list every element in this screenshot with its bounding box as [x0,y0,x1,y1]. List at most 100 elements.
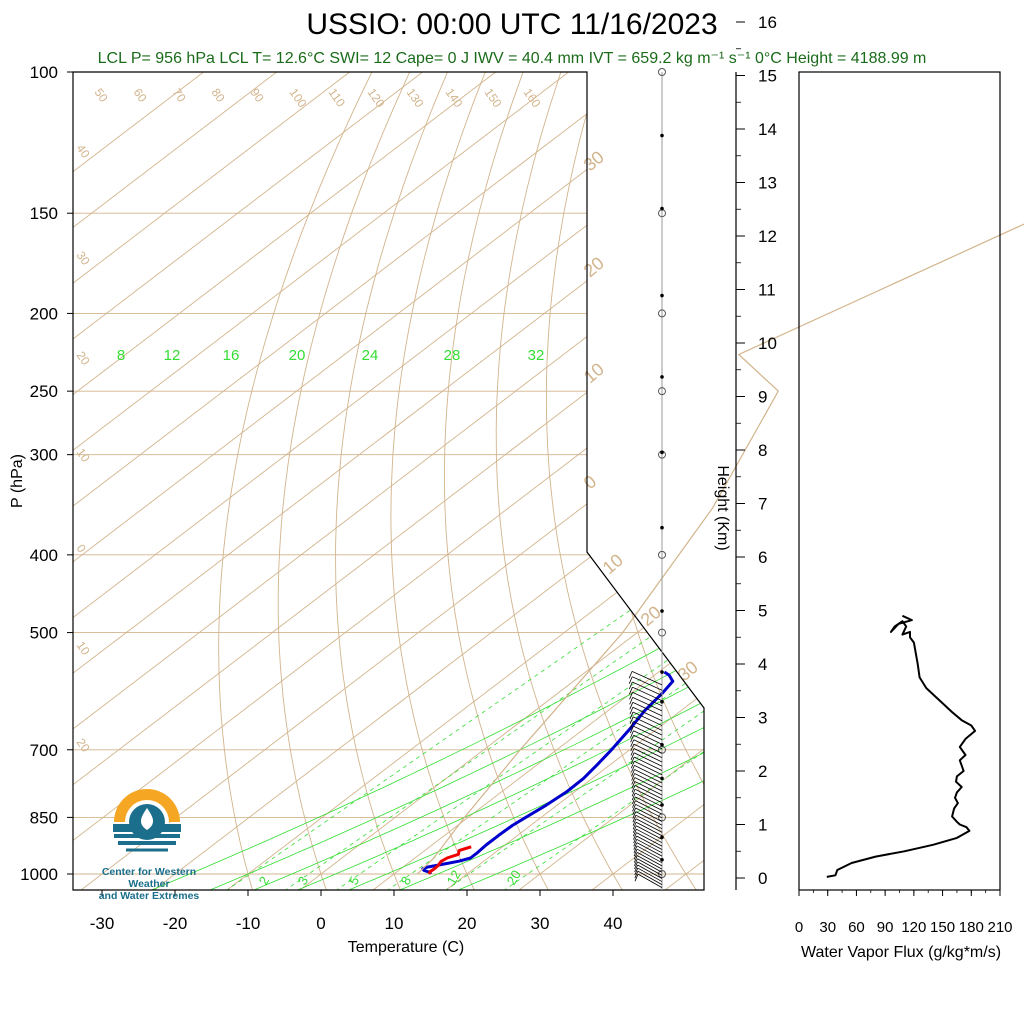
wind-barb-flag [630,739,635,747]
moist-adiabat-line [397,361,704,890]
dry-adiabat-label: 140 [443,86,466,111]
isotherm-line [73,72,704,890]
mixing-ratio-line [386,554,704,890]
height-tick-label: 1 [758,816,767,835]
mixing-ratio-line [444,554,704,890]
mixing-ratio-label: 24 [362,347,379,364]
isotherm-label: 30 [580,147,608,175]
wind-level-circle [658,68,666,76]
wind-barb-flag [634,858,638,866]
wind-level-dot [660,293,664,298]
wind-barb [636,832,663,847]
wind-barb [634,781,663,796]
wind-barb-flag [633,852,638,860]
wind-barb [632,676,663,691]
flux-tick-label: 180 [959,919,984,936]
isotherm-line [371,72,704,890]
dry-adiabat-label: 100 [287,86,310,111]
dry-adiabat-line [776,72,1024,891]
temperature-tick-label: 30 [531,914,550,933]
isotherm-line [73,72,423,890]
flux-tick-label: 210 [987,919,1012,936]
wind-barb [636,848,663,864]
height-tick-label: 11 [758,281,776,300]
dry-adiabat-line [335,72,448,890]
wind-barb [634,760,663,776]
wind-barb-flag [633,849,638,857]
temperature-tick-label: 0 [316,914,325,933]
mixing-ratio-label: 12 [164,347,181,364]
wind-barb [635,800,663,815]
wind-barb-flag [633,839,638,847]
mixing-ratio-label: 5 [346,874,363,888]
wind-barb-flag [634,870,639,879]
wind-barb [634,765,663,780]
wind-level-dot [660,375,664,379]
isotherm-line [298,72,704,890]
dry-adiabat-line [444,72,550,890]
wind-barb [632,701,663,717]
temperature-tick-label: 40 [604,914,623,933]
isotherm-line [73,72,704,890]
mixing-ratio-label: 12 [444,867,464,887]
isotherm-label: 10 [74,639,93,658]
wind-barb [636,828,663,844]
wind-barb-flag [632,811,637,819]
mixing-ratio-label: 20 [504,867,524,887]
wind-level-dot [660,206,664,211]
isotherm-label: 10 [74,446,93,465]
parcel-profile-line [416,223,1024,875]
wind-barb [632,686,663,702]
height-tick-label: 4 [758,655,767,674]
isotherm-line [73,72,704,890]
wind-barb [634,769,663,784]
wind-level-circle [658,870,666,878]
moist-adiabat-line [455,361,704,890]
dry-adiabat-line [495,72,624,890]
wind-level-dot [660,133,664,138]
height-tick-label: 15 [758,67,777,86]
dry-adiabat-line [277,72,411,890]
height-tick-label: 9 [758,388,767,407]
wind-barb [637,855,663,870]
wind-barb [633,725,663,741]
wind-barb [635,807,663,822]
mixing-ratio-line [502,554,704,890]
wind-barb-flag [633,845,638,854]
wind-barb-flag [629,726,634,734]
wind-barb-flag [632,800,636,808]
wind-level-circle [658,309,666,318]
pressure-axis-label: P (hPa) [9,454,26,508]
wind-barb-flag [630,730,634,738]
wind-barb [637,864,663,879]
height-tick-label: 2 [758,762,767,781]
wind-barb-flag [629,707,634,715]
wind-barb-flag [631,769,635,777]
mixing-ratio-label: 20 [289,347,306,364]
wind-barb-flag [631,773,635,781]
isotherm-line [73,72,496,890]
wind-barb-flag [628,671,633,679]
wind-barb-flag [632,804,636,812]
flux-tick-label: 30 [819,919,836,936]
wind-level-dot [660,609,664,613]
isotherm-label: 20 [637,602,665,630]
wind-barb-flag [628,676,633,684]
wind-level-dot [660,525,664,530]
height-tick-label: 10 [758,334,777,353]
wind-barb-flag [629,697,634,705]
wind-barb [637,873,663,889]
isotherm-line [73,72,704,890]
wind-barb [633,743,663,759]
flux-frame [798,71,1001,891]
wind-barb-flag [631,765,635,773]
isotherm-label: 20 [74,349,93,368]
pressure-tick-label: 500 [30,624,58,643]
mixing-ratio-line [283,554,704,890]
isotherm-line [73,72,350,890]
wind-barb-flag [631,792,636,801]
cw3e-logo [113,789,181,852]
temperature-tick-label: -20 [163,914,188,933]
logo-line-2: and Water Extremes [98,890,200,902]
wind-level-dot [660,835,664,840]
